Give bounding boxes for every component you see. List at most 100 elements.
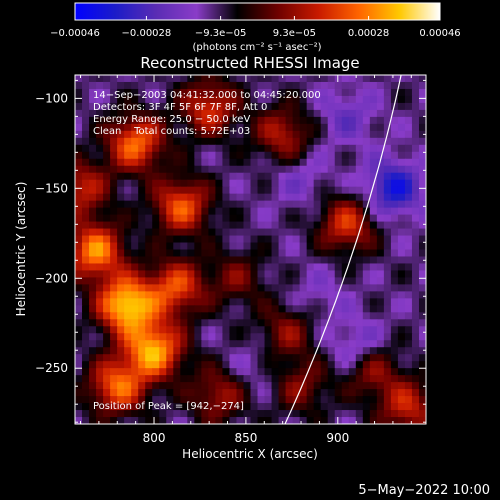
heatmap-cell	[369, 81, 378, 90]
heatmap-cell	[138, 123, 146, 132]
heatmap-cell	[411, 130, 420, 139]
heatmap-cell	[390, 200, 399, 209]
heatmap-cell	[215, 417, 224, 424]
heatmap-cell	[278, 333, 287, 341]
heatmap-cell	[138, 116, 146, 125]
heatmap-cell	[313, 200, 322, 209]
heatmap-cell	[82, 410, 90, 418]
heatmap-cell	[117, 284, 125, 292]
heatmap-cell	[89, 193, 97, 202]
heatmap-cell	[180, 319, 188, 327]
heatmap-cell	[390, 75, 399, 83]
heatmap-cell	[250, 396, 259, 404]
heatmap-cell	[397, 403, 406, 411]
heatmap-cell	[285, 368, 294, 376]
heatmap-cell	[110, 375, 118, 383]
heatmap-cell	[201, 249, 209, 258]
heatmap-cell	[215, 228, 224, 237]
heatmap-cell	[390, 144, 399, 153]
heatmap-cell	[376, 109, 385, 118]
heatmap-cell	[306, 410, 315, 418]
heatmap-cell	[75, 333, 83, 341]
heatmap-cell	[341, 256, 350, 265]
solar-limb-line	[284, 75, 402, 424]
heatmap-cell	[145, 193, 153, 202]
heatmap-cell	[229, 102, 238, 111]
heatmap-cell	[124, 116, 132, 125]
heatmap-cell	[82, 151, 90, 160]
heatmap-cell	[236, 172, 245, 181]
heatmap-cell	[299, 207, 308, 216]
heatmap-cell	[124, 396, 132, 404]
heatmap-cell	[215, 137, 224, 146]
heatmap-cell	[306, 193, 315, 202]
heatmap-cell	[383, 298, 392, 306]
heatmap-cell	[264, 228, 273, 237]
heatmap-cell	[131, 270, 139, 279]
heatmap-cell	[362, 95, 371, 104]
heatmap-cell	[271, 256, 280, 265]
heatmap-cell	[362, 305, 371, 313]
heatmap-cell	[299, 249, 308, 258]
heatmap-cell	[187, 263, 195, 272]
heatmap-cell	[327, 277, 336, 285]
heatmap-cell	[145, 361, 153, 369]
heatmap-cell	[187, 102, 195, 111]
heatmap-cell	[138, 193, 146, 202]
heatmap-cell	[271, 235, 280, 244]
heatmap-cell	[306, 109, 315, 118]
heatmap-cell	[355, 130, 364, 139]
heatmap-cell	[75, 382, 83, 390]
heatmap-cell	[124, 298, 132, 306]
heatmap-cell	[89, 284, 97, 292]
heatmap-cell	[348, 326, 357, 334]
heatmap-cell	[299, 263, 308, 272]
heatmap-cell	[96, 382, 104, 390]
heatmap-cell	[334, 396, 343, 404]
heatmap-cell	[362, 200, 371, 209]
heatmap-cell	[348, 298, 357, 306]
heatmap-cell	[82, 263, 90, 272]
heatmap-cell	[131, 368, 139, 376]
heatmap-cell	[418, 368, 426, 376]
heatmap-cell	[152, 284, 160, 292]
heatmap-cell	[418, 305, 426, 313]
heatmap-cell	[313, 165, 322, 174]
heatmap-cell	[299, 403, 308, 411]
heatmap-cell	[180, 375, 188, 383]
heatmap-cell	[285, 319, 294, 327]
heatmap-cell	[257, 123, 266, 132]
heatmap-cell	[201, 361, 209, 369]
heatmap-cell	[180, 207, 188, 216]
heatmap-cell	[369, 137, 378, 146]
heatmap-cell	[285, 270, 294, 279]
heatmap-cell	[152, 305, 160, 313]
heatmap-cell	[124, 109, 132, 118]
heatmap-cell	[201, 242, 209, 251]
heatmap-cell	[117, 207, 125, 216]
heatmap-cell	[306, 249, 315, 258]
heatmap-cell	[404, 312, 413, 320]
heatmap-cell	[117, 158, 125, 167]
heatmap-cell	[369, 123, 378, 132]
heatmap-cell	[75, 130, 83, 139]
heatmap-cell	[131, 109, 139, 118]
heatmap-cell	[250, 75, 259, 83]
heatmap-cell	[278, 291, 287, 299]
heatmap-cell	[348, 242, 357, 251]
heatmap-cell	[201, 382, 209, 390]
heatmap-cell	[411, 382, 420, 390]
heatmap-cell	[138, 270, 146, 279]
heatmap-cell	[201, 375, 209, 383]
heatmap-cell	[292, 389, 301, 397]
heatmap-cell	[376, 354, 385, 362]
heatmap-cell	[271, 95, 280, 104]
heatmap-cell	[257, 396, 266, 404]
heatmap-cell	[229, 284, 238, 292]
heatmap-cell	[222, 193, 231, 202]
heatmap-cell	[362, 75, 371, 83]
heatmap-cell	[229, 123, 238, 132]
heatmap-cell	[166, 354, 174, 362]
heatmap-cell	[201, 403, 209, 411]
heatmap-cell	[215, 319, 224, 327]
